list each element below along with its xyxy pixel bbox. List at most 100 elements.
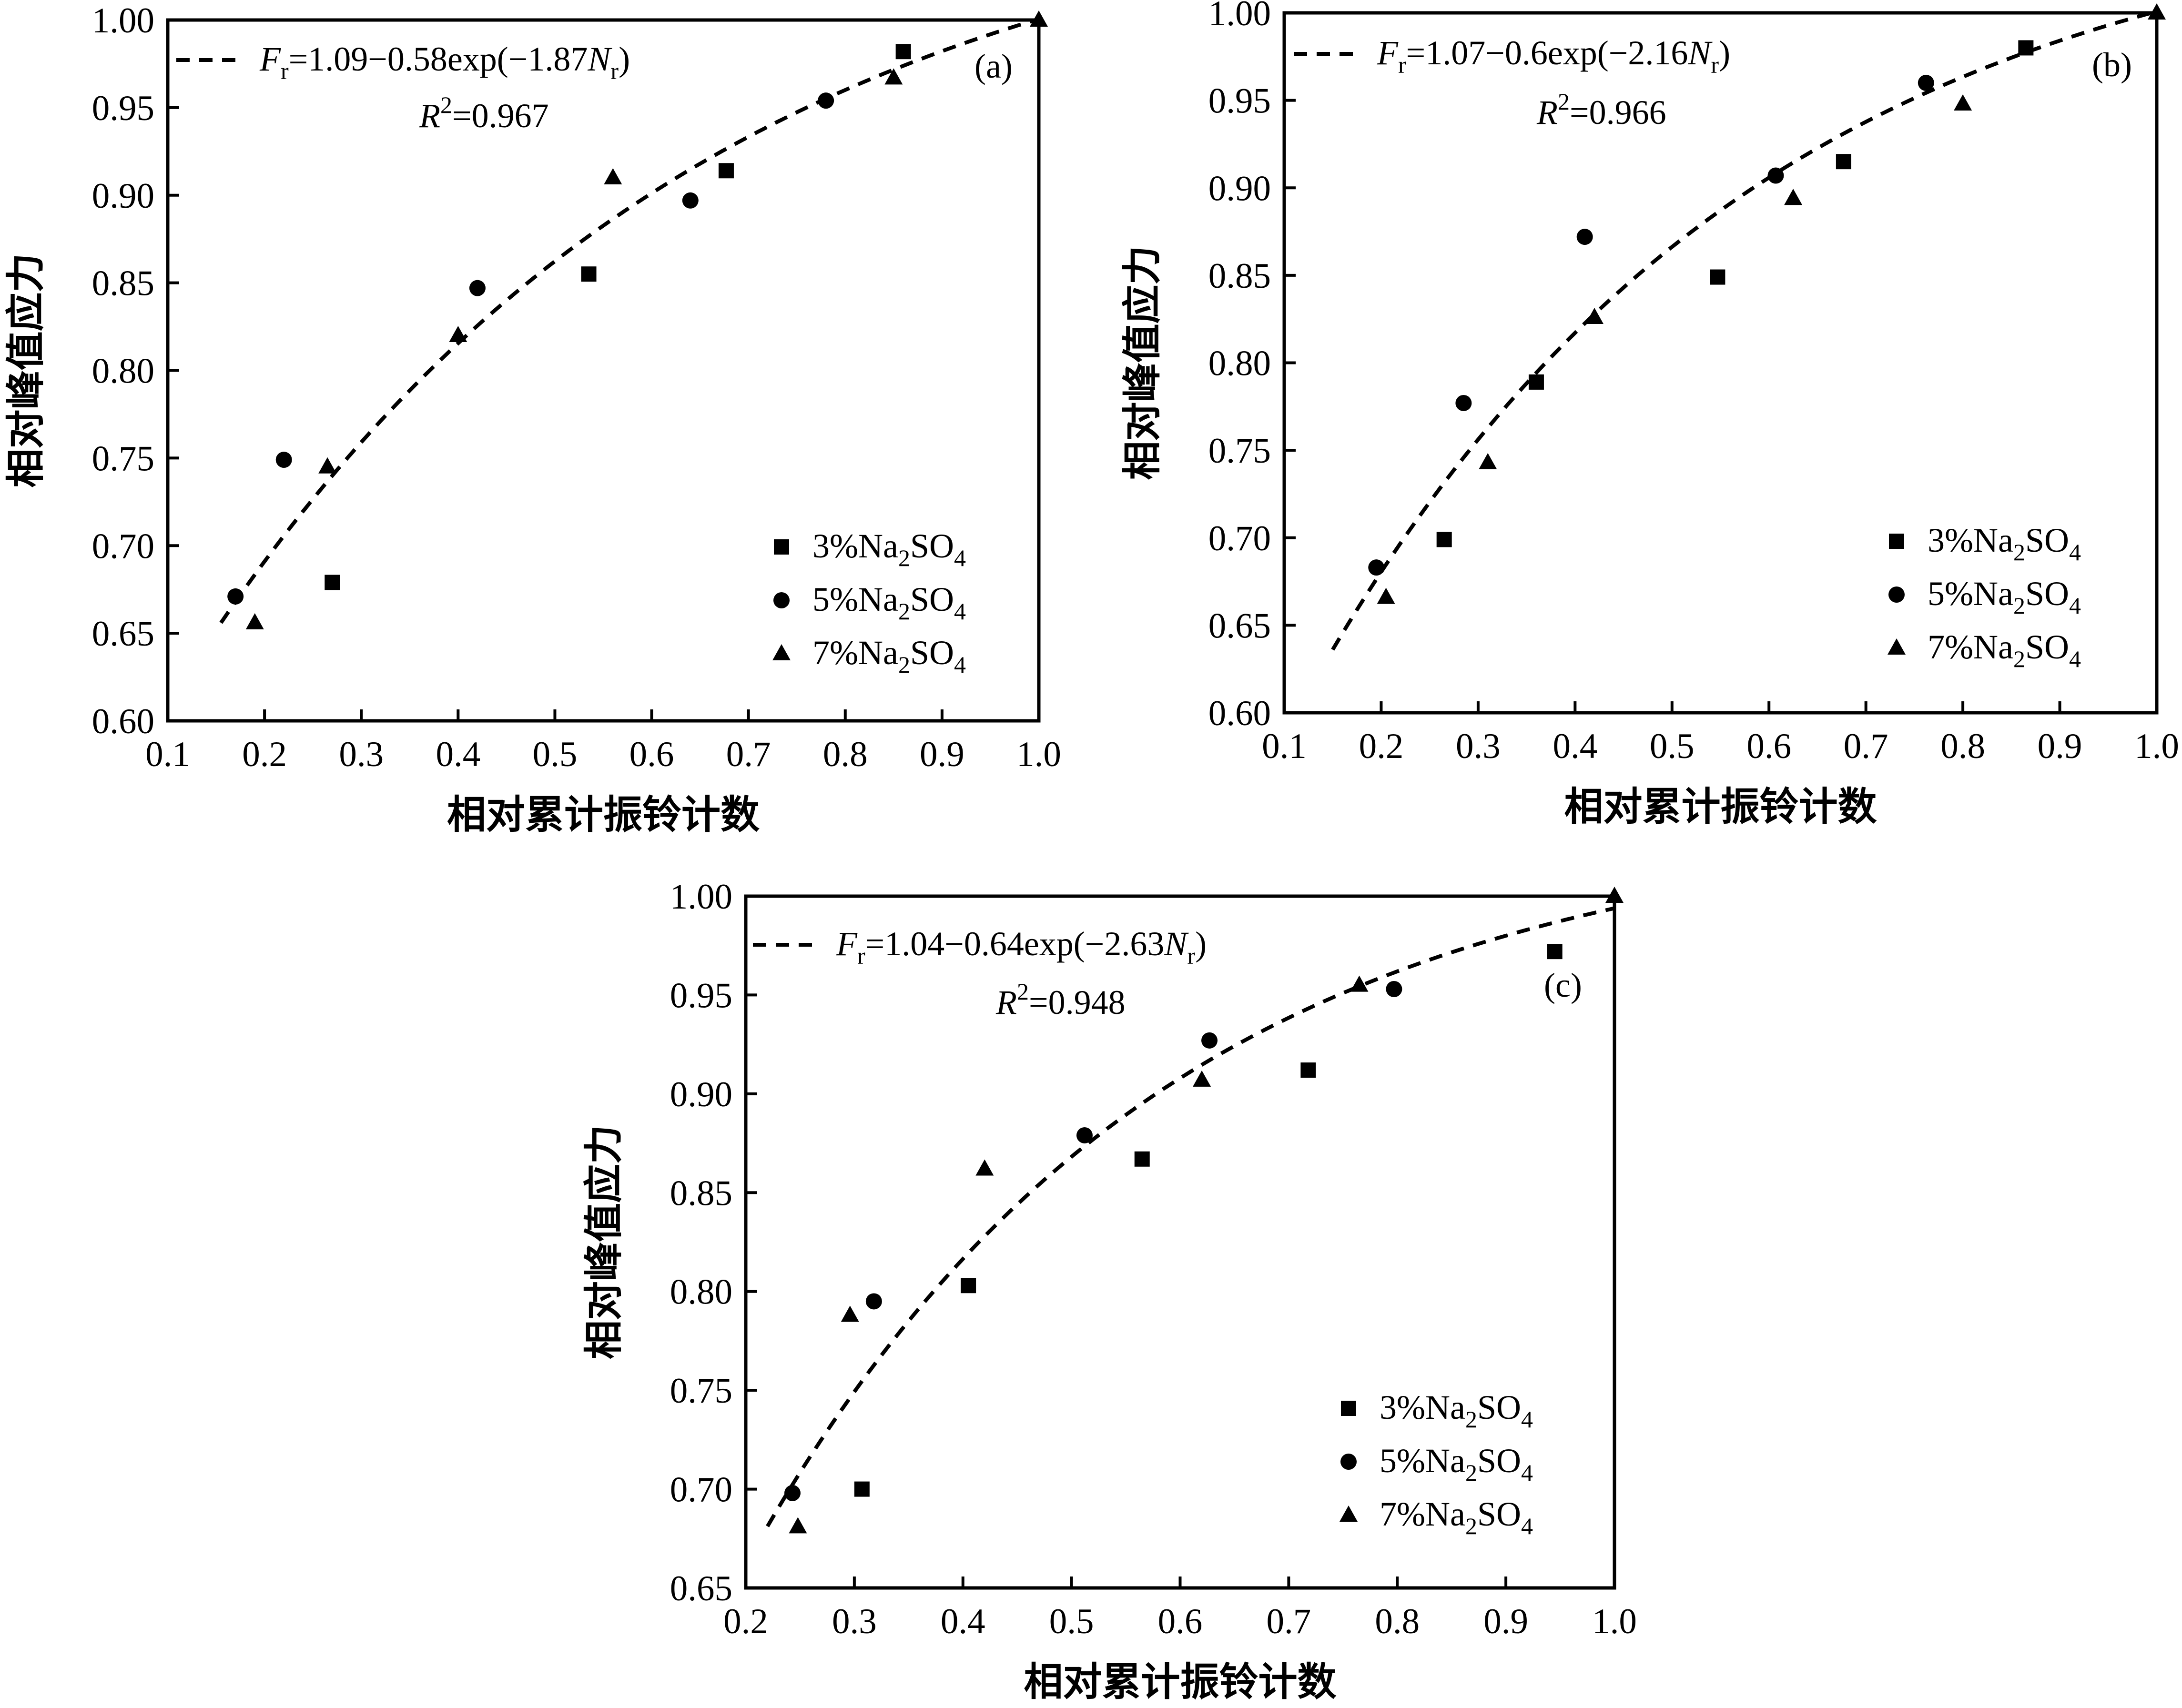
- panel-b: 0.1 0.2 0.3 0.4 0.5 0.6 0.7 0.8 0.9 1.0 0.60 0.65 0.…: [1120, 0, 2179, 829]
- x-axis-title: 相对累计振铃计数: [1024, 1659, 1336, 1705]
- panel-c: 0.2 0.3 0.4 0.5 0.6 0.7 0.8 0.9 1.0 0.65 0.70 0.75 0…: [581, 877, 1637, 1705]
- y-tick-label: 0.90: [670, 1075, 732, 1114]
- panel-label: (a): [974, 47, 1013, 85]
- x-tick-label: 1.0: [1592, 1602, 1637, 1641]
- x-tick-label: 0.4: [1553, 727, 1597, 766]
- y-tick-label: 0.90: [92, 176, 154, 216]
- legend-entry: 3%Na2SO4: [812, 527, 966, 571]
- data-point-triangle: [318, 457, 337, 474]
- fit-curve: [766, 906, 1615, 1527]
- data-point-circle: [865, 1293, 882, 1310]
- legend-entry: 7%Na2SO4: [1928, 628, 2081, 672]
- y-tick-label: 0.60: [92, 702, 154, 741]
- y-tick-label: 0.70: [670, 1470, 732, 1510]
- data-point-triangle: [1350, 975, 1369, 992]
- y-tick-label: 0.95: [670, 976, 732, 1015]
- data-point-triangle: [1954, 94, 1972, 111]
- data-point-square: [1710, 269, 1725, 285]
- panel-label: (c): [1544, 966, 1582, 1004]
- panel-a: 0.1 0.2 0.3 0.4 0.5 0.6 0.7 0.8 0.9 1.0 0.60 0.65 0.…: [3, 1, 1061, 838]
- legend-marker-square: [774, 539, 789, 555]
- x-tick-label: 0.4: [941, 1602, 985, 1641]
- x-tick-label: 0.3: [1456, 727, 1501, 766]
- x-tick-label: 0.5: [1049, 1602, 1094, 1641]
- data-point-circle: [784, 1485, 801, 1501]
- data-point-triangle: [841, 1305, 859, 1322]
- legend-marker-circle: [773, 592, 790, 608]
- legend-entry: 5%Na2SO4: [812, 580, 966, 625]
- x-tick-label: 1.0: [2134, 727, 2179, 766]
- data-point-square: [895, 44, 911, 60]
- legend-entry: 7%Na2SO4: [1380, 1495, 1533, 1539]
- data-point-square: [2018, 40, 2034, 56]
- legend-marker-triangle: [1888, 638, 1906, 655]
- data-point-circle: [1918, 74, 1934, 91]
- y-tick-label: 0.85: [1208, 256, 1271, 296]
- data-point-square: [1528, 374, 1544, 390]
- data-point-circle: [1201, 1032, 1218, 1049]
- x-tick-label: 0.2: [723, 1602, 768, 1641]
- data-point-square: [1436, 532, 1452, 547]
- x-tick-label: 0.2: [1359, 727, 1404, 766]
- legend-marker-circle: [1340, 1454, 1357, 1470]
- y-tick-label: 1.00: [670, 877, 732, 917]
- data-point-circle: [469, 280, 486, 296]
- data-point-triangle: [245, 613, 264, 630]
- y-axis-title: 相对峰值应力: [581, 1125, 627, 1359]
- x-tick-label: 0.6: [1746, 727, 1791, 766]
- y-tick-label: 0.70: [1208, 519, 1271, 558]
- x-axis-title: 相对累计振铃计数: [447, 792, 760, 838]
- x-tick-label: 0.7: [1844, 727, 1888, 766]
- y-axis-title: 相对峰值应力: [1120, 245, 1165, 480]
- data-point-triangle: [789, 1517, 807, 1534]
- data-point-circle: [818, 92, 834, 109]
- legend-entry: 5%Na2SO4: [1928, 575, 2081, 619]
- x-tick-label: 0.1: [145, 735, 190, 774]
- data-point-triangle: [2148, 3, 2166, 20]
- y-tick-label: 0.75: [1208, 431, 1271, 471]
- y-tick-label: 1.00: [92, 1, 154, 40]
- y-tick-label: 0.85: [92, 264, 154, 303]
- data-point-circle: [1386, 980, 1402, 997]
- data-point-triangle: [1193, 1070, 1211, 1087]
- fit-equation: Fr=1.04−0.64exp(−2.63Nr): [836, 925, 1207, 969]
- data-point-triangle: [449, 325, 467, 342]
- x-tick-label: 0.5: [533, 735, 578, 774]
- x-tick-label: 0.6: [1158, 1602, 1203, 1641]
- panel-label: (b): [2092, 46, 2132, 84]
- y-tick-label: 0.95: [92, 89, 154, 128]
- y-tick-label: 0.90: [1208, 169, 1271, 208]
- legend-marker-circle: [1888, 586, 1905, 603]
- y-tick-label: 0.65: [670, 1569, 732, 1608]
- data-point-circle: [1368, 559, 1385, 576]
- data-point-circle: [227, 588, 244, 605]
- fit-equation: Fr=1.07−0.6exp(−2.16Nr): [1377, 34, 1730, 78]
- y-tick-label: 0.80: [670, 1273, 732, 1312]
- data-point-circle: [1576, 229, 1593, 245]
- legend-marker-triangle: [1340, 1506, 1358, 1522]
- data-point-triangle: [884, 68, 903, 85]
- x-tick-label: 0.8: [1375, 1602, 1420, 1641]
- legend-marker-triangle: [772, 644, 791, 660]
- data-point-circle: [1767, 167, 1784, 184]
- x-tick-label: 1.0: [1016, 735, 1061, 774]
- y-tick-label: 0.65: [1208, 606, 1271, 646]
- x-tick-label: 0.9: [1483, 1602, 1528, 1641]
- y-tick-label: 0.70: [92, 526, 154, 566]
- y-tick-label: 0.65: [92, 614, 154, 654]
- x-tick-label: 0.7: [1267, 1602, 1311, 1641]
- r-squared: R2=0.966: [1536, 88, 1666, 131]
- y-tick-label: 0.60: [1208, 694, 1271, 733]
- y-tick-label: 0.75: [670, 1371, 732, 1411]
- y-tick-label: 0.80: [1208, 344, 1271, 384]
- x-tick-label: 0.8: [823, 735, 868, 774]
- data-point-triangle: [1585, 308, 1604, 324]
- x-tick-label: 0.6: [629, 735, 674, 774]
- data-point-square: [325, 575, 340, 590]
- data-point-circle: [275, 452, 292, 468]
- x-tick-label: 0.2: [242, 735, 287, 774]
- x-tick-label: 0.3: [832, 1602, 877, 1641]
- y-tick-label: 0.75: [92, 439, 154, 478]
- data-point-circle: [1455, 394, 1472, 411]
- data-point-square: [1836, 154, 1851, 170]
